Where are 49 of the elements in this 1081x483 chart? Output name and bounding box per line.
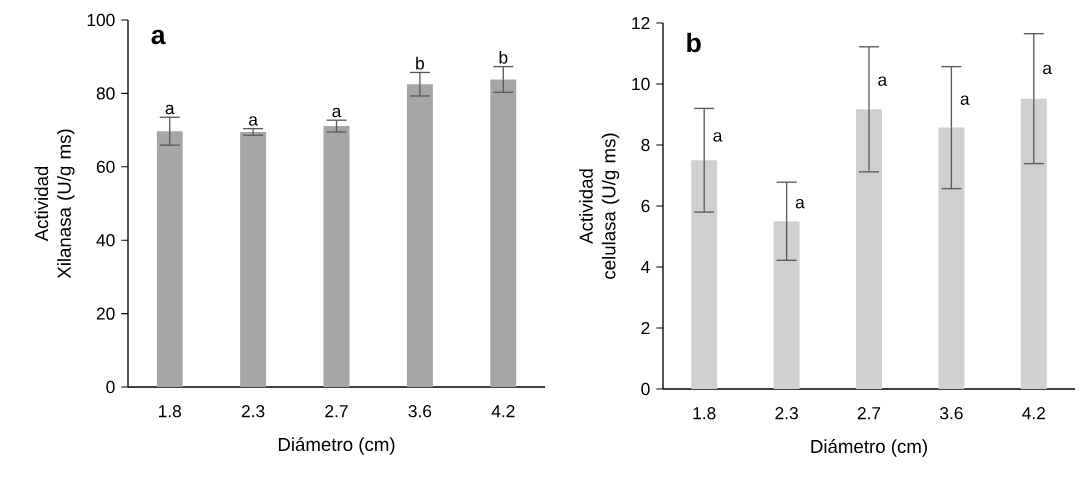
y-axis-title: Actividad Xilanasa (U/g ms) (34, 129, 75, 279)
x-tick-label: 2.7 (325, 405, 348, 418)
bar (691, 160, 718, 389)
annotation: b (499, 50, 508, 64)
bar (323, 126, 350, 387)
y-tick-label: 100 (87, 13, 115, 27)
y-tick-label: 6 (641, 199, 650, 213)
annotation: b (416, 56, 424, 70)
y-tick-label: 8 (641, 138, 650, 152)
x-tick-label: 2.7 (857, 407, 881, 420)
bar (490, 79, 517, 387)
bar (240, 131, 267, 387)
annotation: a (960, 95, 970, 105)
x-axis-title: Diámetro (cm) (278, 437, 395, 455)
bar (406, 84, 433, 387)
y-axis-title: Actividad celulasa (U/g ms) (579, 133, 620, 279)
x-tick-label: 2.3 (775, 407, 798, 420)
annotation: a (1043, 64, 1052, 75)
x-tick-label: 4.2 (491, 405, 515, 418)
y-tick-label: 60 (96, 160, 115, 173)
chart-title: b (687, 32, 701, 53)
y-tick-label: 20 (96, 307, 115, 320)
bar (773, 221, 800, 389)
annotation: a (332, 107, 342, 118)
bar (856, 109, 883, 389)
x-tick-label: 3.6 (940, 407, 963, 420)
annotation: a (165, 104, 175, 115)
y-tick-label: 0 (641, 382, 650, 396)
annotation: a (795, 198, 805, 209)
y-tick-label: 12 (632, 16, 650, 30)
y-tick-label: 80 (96, 87, 115, 100)
x-axis-title: Diámetro (cm) (811, 439, 927, 457)
x-tick-label: 3.6 (408, 405, 432, 418)
chart-title: a (151, 29, 166, 45)
annotation: a (713, 132, 723, 142)
y-tick-label: 0 (106, 380, 115, 394)
annotation: a (878, 76, 888, 86)
x-tick-label: 1.8 (158, 405, 181, 418)
bar (1020, 98, 1047, 389)
y-tick-label: 2 (641, 321, 650, 335)
y-tick-label: 10 (632, 77, 650, 91)
bar (938, 127, 965, 389)
y-tick-label: 4 (641, 261, 650, 273)
annotation: a (249, 116, 258, 126)
x-tick-label: 2.3 (241, 405, 265, 418)
y-tick-label: 40 (96, 234, 115, 247)
x-tick-label: 1.8 (693, 407, 716, 420)
bar (156, 131, 183, 387)
x-tick-label: 4.2 (1022, 407, 1045, 420)
